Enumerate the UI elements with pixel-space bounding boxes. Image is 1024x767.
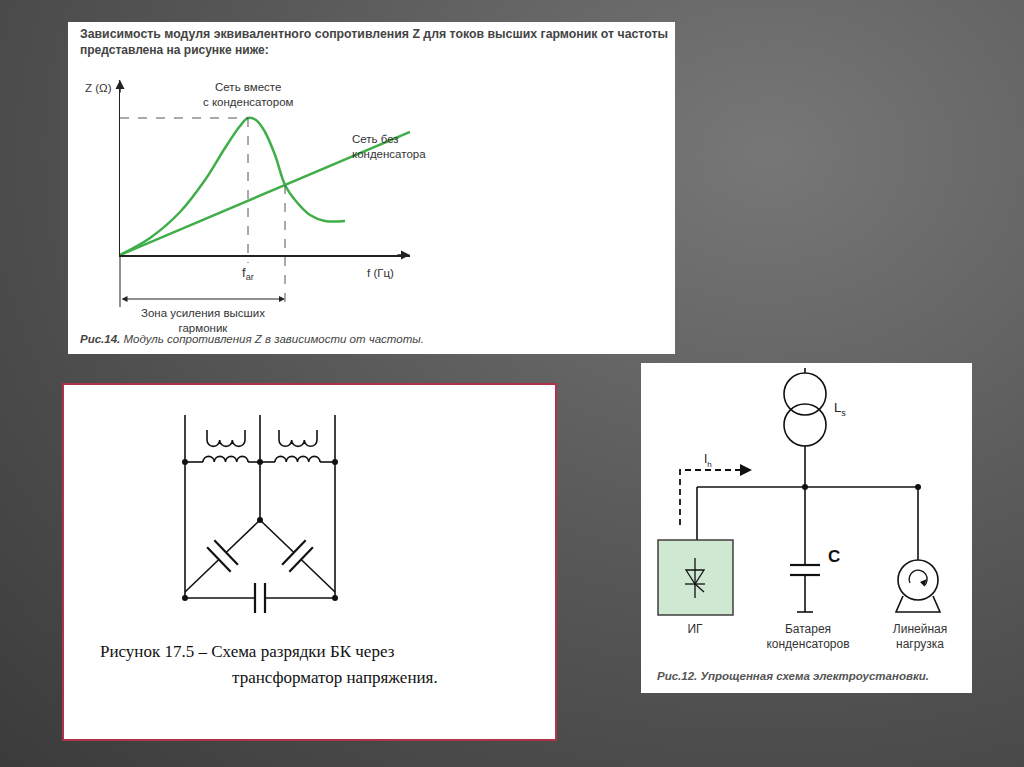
svg-text:C: C: [828, 547, 840, 566]
svg-text:Рис.12. Упрощенная схема элект: Рис.12. Упрощенная схема электроустановк…: [657, 670, 929, 682]
svg-text:f (Гц): f (Гц): [367, 267, 394, 279]
svg-text:Z (Ω): Z (Ω): [85, 82, 112, 94]
svg-text:Рис.14. Модуль сопротивления Z: Рис.14. Модуль сопротивления Z в зависим…: [80, 333, 424, 345]
svg-text:ИГ: ИГ: [687, 622, 703, 636]
svg-text:Линейная: Линейная: [893, 622, 947, 636]
svg-text:Зависимость модуля эквивалентн: Зависимость модуля эквивалентного сопрот…: [80, 27, 668, 41]
svg-text:Сеть вместес конденсатором: Сеть вместес конденсатором: [203, 81, 294, 108]
svg-text:представлена на рисунке ниже:: представлена на рисунке ниже:: [80, 43, 269, 57]
svg-text:трансформатор напряжения.: трансформатор напряжения.: [232, 668, 438, 687]
svg-text:Батарея: Батарея: [785, 622, 831, 636]
svg-text:Ih: Ih: [704, 452, 712, 469]
svg-text:Ls: Ls: [834, 400, 846, 418]
svg-text:Зона усиления высшихгармоник: Зона усиления высшихгармоник: [141, 307, 265, 334]
svg-text:Сеть безконденсатора: Сеть безконденсатора: [352, 133, 426, 160]
svg-text:Рисунок 17.5 – Схема разрядки: Рисунок 17.5 – Схема разрядки БК через: [100, 642, 395, 661]
svg-text:нагрузка: нагрузка: [896, 637, 944, 651]
svg-text:конденсаторов: конденсаторов: [766, 637, 849, 651]
svg-text:f​ar​: f​ar​: [242, 265, 254, 282]
